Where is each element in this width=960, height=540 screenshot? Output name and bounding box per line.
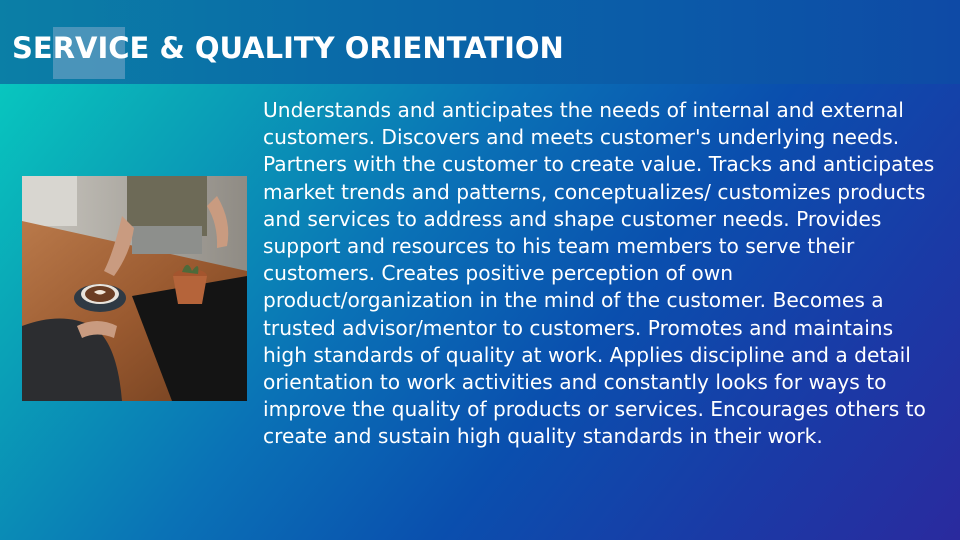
slide-title: SERVICE & QUALITY ORIENTATION	[12, 31, 564, 65]
title-accent-block	[53, 27, 125, 79]
description-paragraph: Understands and anticipates the needs of…	[263, 98, 935, 449]
coffee-meeting-photo	[22, 176, 247, 401]
title-bar	[0, 0, 960, 84]
